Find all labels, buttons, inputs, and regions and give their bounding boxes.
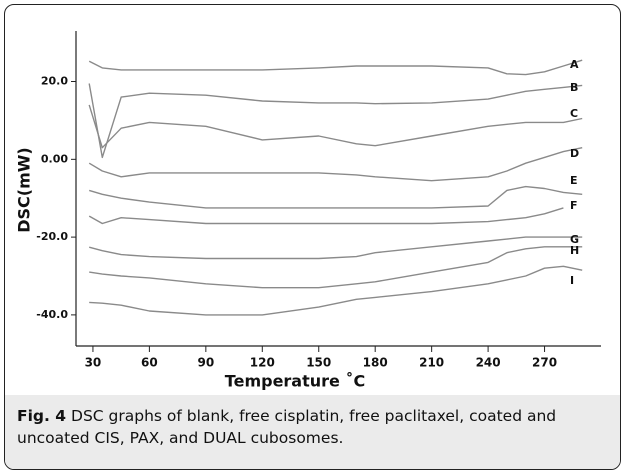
series-line xyxy=(88,104,583,149)
caption: Fig. 4 DSC graphs of blank, free cisplat… xyxy=(5,395,620,469)
y-tick-label: -20.0 xyxy=(36,230,68,243)
x-tick-label: 30 xyxy=(85,356,102,370)
x-tick-label: 180 xyxy=(363,356,388,370)
series-label: A xyxy=(570,58,579,71)
series-line xyxy=(88,59,583,76)
caption-label: Fig. 4 xyxy=(17,407,67,425)
y-tick-label: -40.0 xyxy=(36,308,68,321)
series-line xyxy=(89,246,583,289)
x-tick-label: 60 xyxy=(141,356,158,370)
x-tick-label: 210 xyxy=(419,356,444,370)
series-label: F xyxy=(570,199,578,212)
series-line xyxy=(89,236,583,260)
y-axis-label: DSC(mW) xyxy=(15,147,34,233)
series-line xyxy=(89,265,583,316)
x-tick-label: 90 xyxy=(197,356,214,370)
series-label: E xyxy=(570,174,578,187)
series-label: I xyxy=(570,274,574,287)
series-label: B xyxy=(570,81,578,94)
series-line xyxy=(88,147,583,182)
series-label: G xyxy=(570,233,579,246)
x-axis-label: Temperature ˚C xyxy=(225,372,365,391)
x-tick-label: 150 xyxy=(306,356,331,370)
series-label: C xyxy=(570,107,578,120)
x-tick-label: 270 xyxy=(532,356,557,370)
x-tick-label: 120 xyxy=(250,356,275,370)
series-line xyxy=(89,185,583,209)
x-tick-label: 240 xyxy=(476,356,501,370)
series-line xyxy=(88,207,564,225)
y-tick-label: 0.00 xyxy=(41,152,68,165)
y-tick-label: 20.0 xyxy=(41,75,68,88)
series-line xyxy=(88,83,583,159)
chart: Temperature ˚C DSC(mW) 20.0 0.00 -20.0 -40.… xyxy=(15,31,601,391)
figure-card: Temperature ˚C DSC(mW) 20.0 0.00 -20.0 -40.… xyxy=(4,4,621,470)
caption-text: DSC graphs of blank, free cisplatin, fre… xyxy=(17,407,557,447)
series-label: D xyxy=(570,147,579,160)
series-label: H xyxy=(570,244,579,257)
